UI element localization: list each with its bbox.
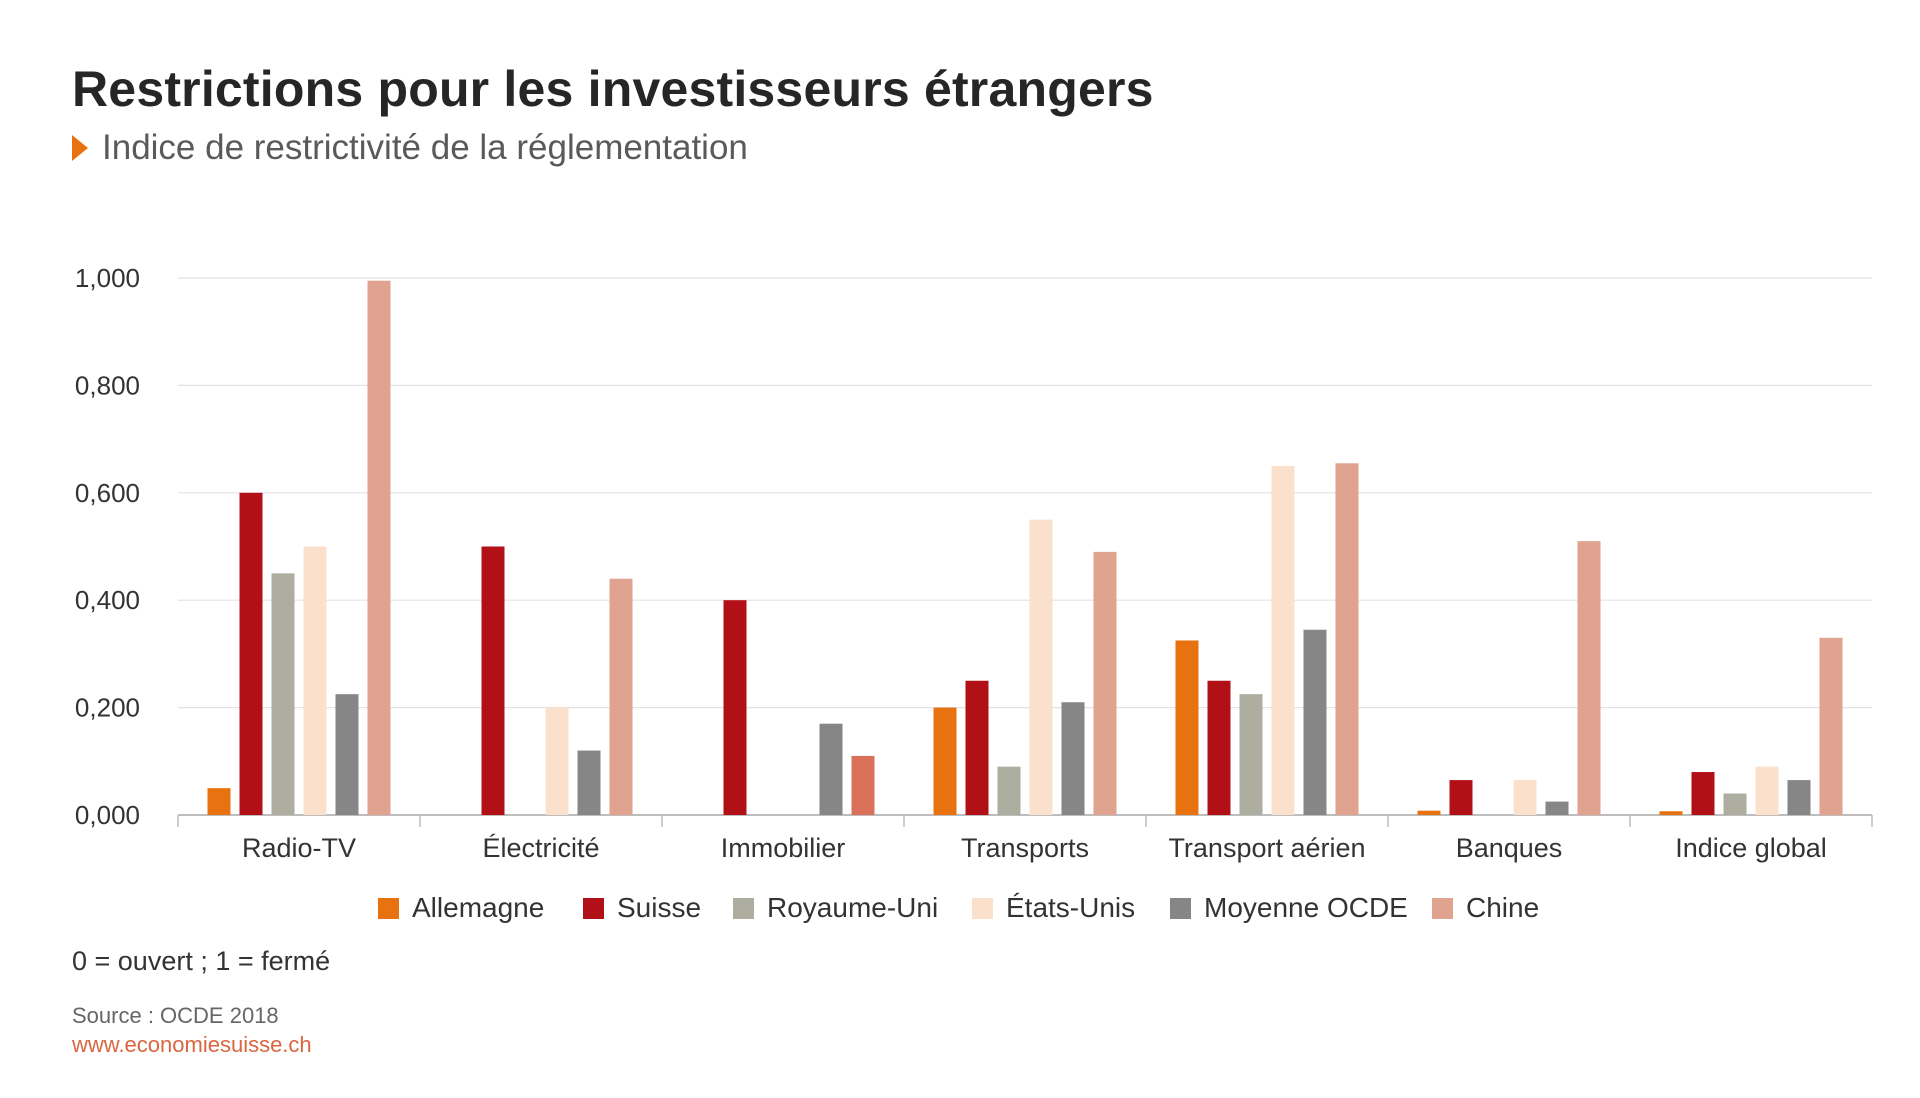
bar <box>1029 519 1053 815</box>
legend-label: Allemagne <box>412 892 544 923</box>
legend-swatch <box>733 898 754 919</box>
bar <box>1755 766 1779 815</box>
bar <box>1819 637 1843 815</box>
legend-label: Chine <box>1466 892 1539 923</box>
bar <box>335 694 359 815</box>
bar <box>1303 629 1327 815</box>
bar <box>609 578 633 815</box>
legend-label: Royaume-Uni <box>767 892 938 923</box>
bar <box>303 546 327 815</box>
x-tick-label: Immobilier <box>721 833 846 863</box>
source-text: Source : OCDE 2018 <box>72 1003 279 1028</box>
y-tick-label: 0,200 <box>75 693 140 723</box>
bar <box>1093 551 1117 815</box>
bar <box>1513 780 1537 815</box>
x-tick-label: Transports <box>961 833 1089 863</box>
legend-label: États-Unis <box>1006 892 1135 923</box>
bar <box>997 766 1021 815</box>
bar <box>1061 702 1085 815</box>
bar <box>965 680 989 815</box>
bar <box>1577 541 1601 815</box>
bar <box>1271 465 1295 815</box>
bar <box>819 723 843 815</box>
website-link[interactable]: www.economiesuisse.ch <box>72 1032 312 1057</box>
bar <box>1239 694 1263 815</box>
bar <box>1787 780 1811 815</box>
bar <box>367 280 391 815</box>
legend-swatch <box>972 898 993 919</box>
bar <box>577 750 601 815</box>
y-tick-label: 0,400 <box>75 585 140 615</box>
bar <box>1449 780 1473 815</box>
bar <box>1691 772 1715 815</box>
x-tick-label: Électricité <box>482 833 599 863</box>
bar <box>933 707 957 815</box>
bar <box>723 600 747 815</box>
bar <box>1417 810 1441 815</box>
legend-label: Moyenne OCDE <box>1204 892 1408 923</box>
bar <box>1335 463 1359 815</box>
x-tick-label: Radio-TV <box>242 833 356 863</box>
bar <box>207 788 231 815</box>
legend-swatch <box>1170 898 1191 919</box>
legend-swatch <box>1432 898 1453 919</box>
bar <box>1545 801 1569 815</box>
bar <box>545 707 569 815</box>
y-tick-label: 1,000 <box>75 263 140 293</box>
bar <box>1723 793 1747 815</box>
bar <box>1207 680 1231 815</box>
legend-label: Suisse <box>617 892 701 923</box>
chart-title: Restrictions pour les investisseurs étra… <box>72 61 1154 117</box>
x-tick-label: Indice global <box>1675 833 1827 863</box>
legend-swatch <box>583 898 604 919</box>
x-tick-label: Banques <box>1456 833 1563 863</box>
y-tick-label: 0,800 <box>75 370 140 400</box>
bar <box>271 573 295 815</box>
bar <box>1175 640 1199 815</box>
y-tick-label: 0,000 <box>75 800 140 830</box>
chart-subtitle: Indice de restrictivité de la réglementa… <box>102 128 748 167</box>
triangle-marker-icon <box>72 135 88 161</box>
subtitle-row: Indice de restrictivité de la réglementa… <box>72 128 748 168</box>
x-tick-label: Transport aérien <box>1168 833 1365 863</box>
legend-swatch <box>378 898 399 919</box>
bar <box>239 492 263 815</box>
scale-note: 0 = ouvert ; 1 = fermé <box>72 946 331 976</box>
bar <box>481 546 505 815</box>
bar <box>1659 811 1683 815</box>
y-tick-label: 0,600 <box>75 478 140 508</box>
bar <box>851 755 875 815</box>
